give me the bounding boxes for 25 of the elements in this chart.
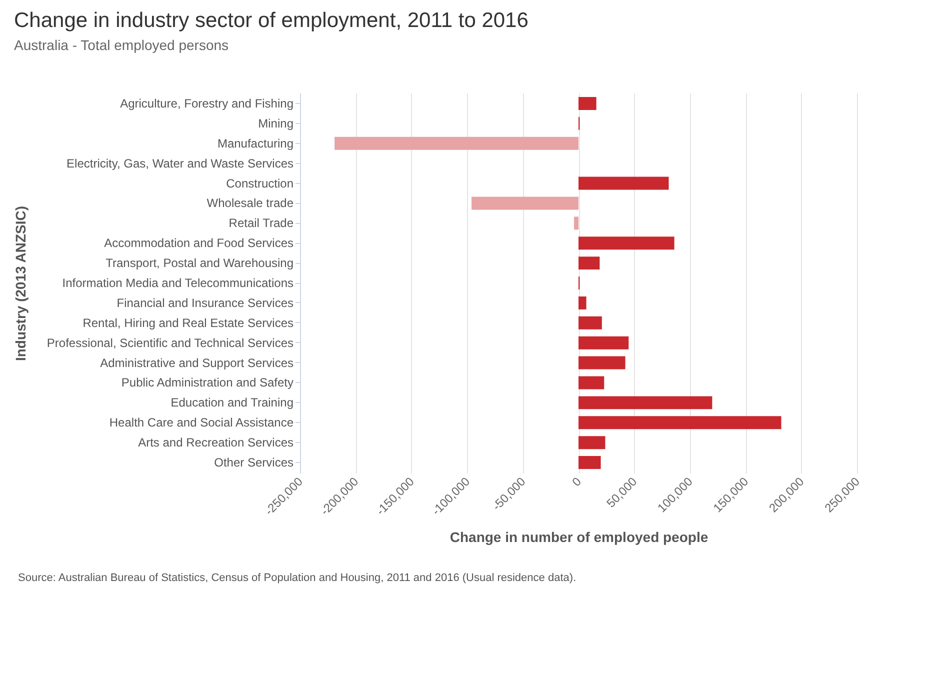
- y-tick-label: Accommodation and Food Services: [104, 236, 294, 250]
- x-tick-label: 0: [569, 474, 584, 490]
- y-tick-label: Manufacturing: [217, 136, 294, 150]
- y-tick-label: Construction: [226, 176, 294, 190]
- y-tick-label: Mining: [258, 116, 294, 130]
- y-tick-label: Financial and Insurance Services: [116, 296, 294, 310]
- y-tick-label: Arts and Recreation Services: [138, 436, 294, 450]
- y-tick-label: Health Care and Social Assistance: [109, 416, 294, 430]
- y-tick-label: Administrative and Support Services: [100, 356, 294, 370]
- y-tick-label: Professional, Scientific and Technical Services: [46, 336, 294, 350]
- y-tick-label: Electricity, Gas, Water and Waste Services: [66, 156, 294, 170]
- y-tick-label: Rental, Hiring and Real Estate Services: [82, 316, 294, 330]
- y-tick-label: Agriculture, Forestry and Fishing: [120, 96, 294, 110]
- y-tick-label: Transport, Postal and Warehousing: [106, 256, 294, 270]
- y-tick-label: Retail Trade: [228, 216, 294, 230]
- y-tick-label: Public Administration and Safety: [121, 376, 294, 390]
- y-tick-label: Education and Training: [170, 396, 294, 410]
- y-tick-label: Wholesale trade: [206, 196, 294, 210]
- y-tick-label: Information Media and Telecommunications: [62, 276, 294, 290]
- text: Australia - Total employed persons: [14, 37, 229, 53]
- chart-title: Change in industry sector of employment, 2011 to 2016: [14, 9, 528, 32]
- source-note: Source: Australian Bureau of Statistics, Census of Population and Housing, 2011 and 2016 (Usual residence data).: [18, 571, 578, 586]
- x-axis-title: Change in number of employed people: [450, 529, 708, 546]
- y-axis-title: Industry (2013 ANZSIC): [12, 206, 28, 362]
- y-tick-label: Other Services: [214, 456, 294, 470]
